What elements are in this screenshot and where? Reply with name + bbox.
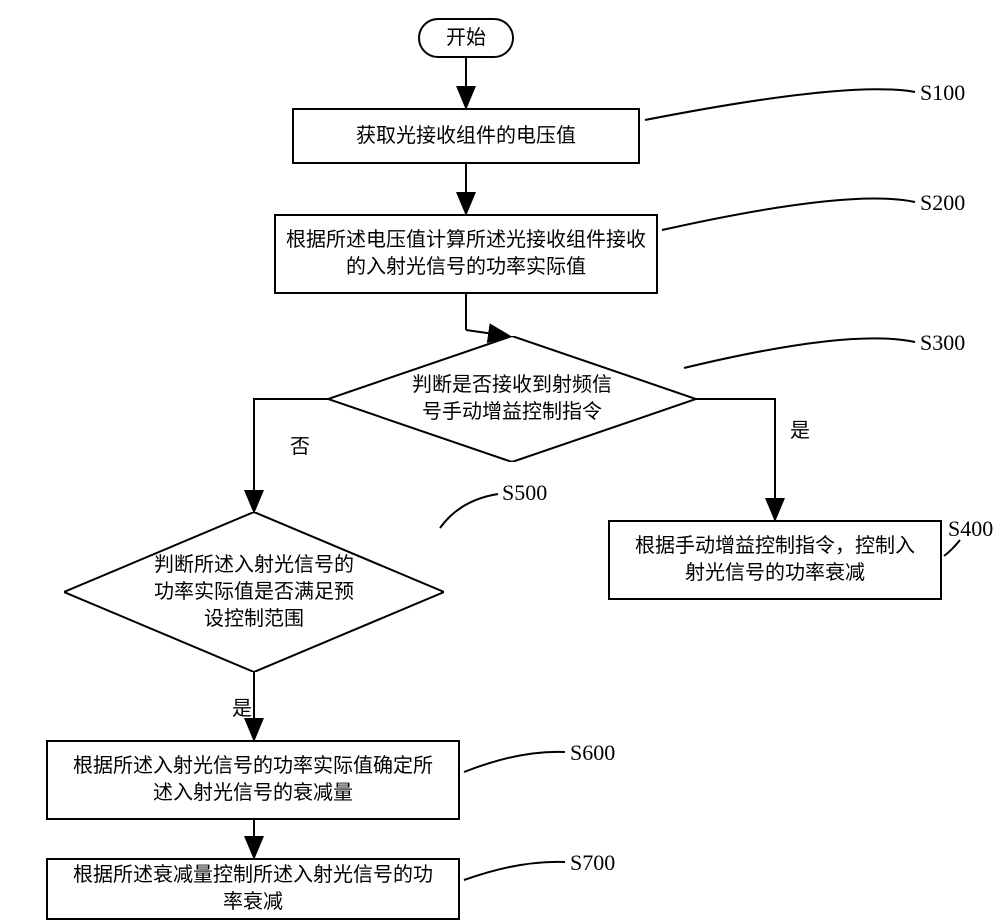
step-s700: 根据所述衰减量控制所述入射光信号的功 率衰减 (46, 858, 460, 920)
step-s100-text: 获取光接收组件的电压值 (356, 123, 576, 150)
label-s500-text: S500 (502, 480, 547, 505)
label-s600: S600 (570, 740, 615, 766)
step-s200-text: 根据所述电压值计算所述光接收组件接收 的入射光信号的功率实际值 (286, 227, 646, 281)
decision-s300: 判断是否接收到射频信 号手动增益控制指令 (328, 336, 696, 462)
label-s500: S500 (502, 480, 547, 506)
edge-label-yes-down: 是 (232, 692, 252, 721)
step-s100: 获取光接收组件的电压值 (292, 108, 640, 164)
decision-s500-text: 判断所述入射光信号的 功率实际值是否满足预 设控制范围 (154, 552, 354, 633)
label-s400-text: S400 (948, 516, 993, 541)
edge-label-yes-right: 是 (790, 414, 810, 443)
decision-s500: 判断所述入射光信号的 功率实际值是否满足预 设控制范围 (64, 512, 444, 672)
edge-label-yes-down-text: 是 (232, 698, 252, 720)
step-s200: 根据所述电压值计算所述光接收组件接收 的入射光信号的功率实际值 (274, 214, 658, 294)
step-s600: 根据所述入射光信号的功率实际值确定所 述入射光信号的衰减量 (46, 740, 460, 820)
edge-label-no-text: 否 (290, 436, 310, 458)
label-s400: S400 (948, 516, 993, 542)
edge-label-yes-right-text: 是 (790, 420, 810, 442)
step-s700-text: 根据所述衰减量控制所述入射光信号的功 率衰减 (73, 862, 433, 916)
label-s600-text: S600 (570, 740, 615, 765)
step-s600-text: 根据所述入射光信号的功率实际值确定所 述入射光信号的衰减量 (73, 753, 433, 807)
edge-label-no: 否 (290, 430, 310, 459)
decision-s300-text: 判断是否接收到射频信 号手动增益控制指令 (412, 372, 612, 426)
start-node: 开始 (418, 18, 514, 58)
label-s200-text: S200 (920, 190, 965, 215)
label-s100-text: S100 (920, 80, 965, 105)
label-s200: S200 (920, 190, 965, 216)
step-s400-text: 根据手动增益控制指令，控制入 射光信号的功率衰减 (635, 533, 915, 587)
label-s300: S300 (920, 330, 965, 356)
label-s700-text: S700 (570, 850, 615, 875)
label-s700: S700 (570, 850, 615, 876)
step-s400: 根据手动增益控制指令，控制入 射光信号的功率衰减 (608, 520, 942, 600)
start-text: 开始 (446, 25, 486, 52)
label-s100: S100 (920, 80, 965, 106)
label-s300-text: S300 (920, 330, 965, 355)
